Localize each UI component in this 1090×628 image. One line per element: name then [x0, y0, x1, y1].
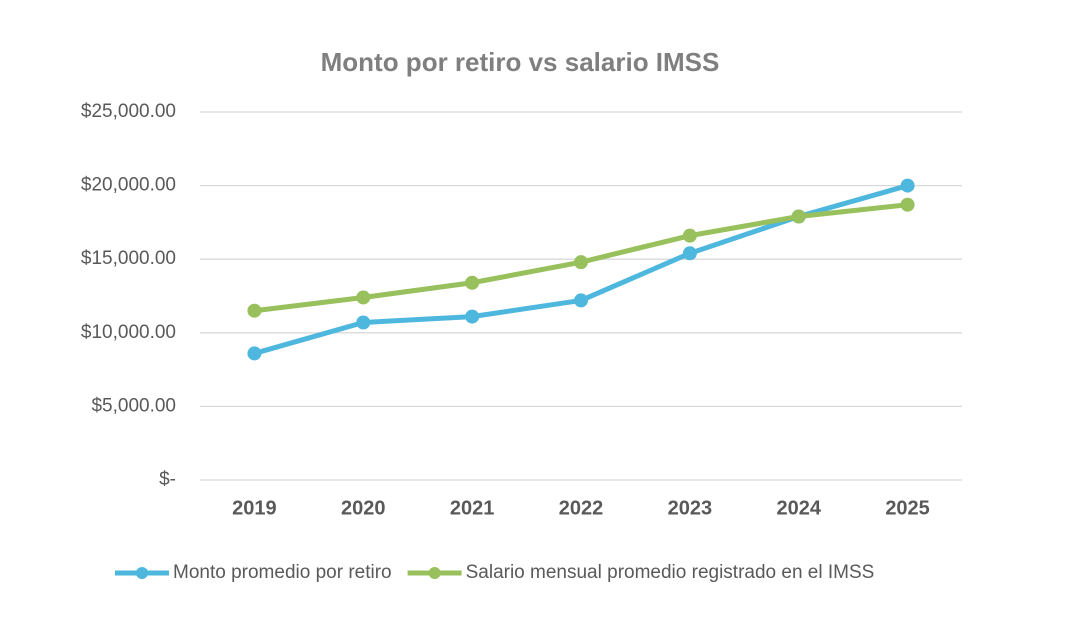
legend-marker: [428, 567, 441, 579]
x-tick-label: 2020: [341, 497, 386, 519]
chart-title: Monto por retiro vs salario IMSS: [321, 47, 720, 77]
data-point: [900, 197, 915, 212]
legend-label: Monto promedio por retiro: [173, 562, 392, 583]
data-point: [247, 346, 262, 361]
data-point: [574, 255, 588, 270]
data-point: [465, 309, 480, 324]
data-point: [356, 315, 371, 330]
x-tick-label: 2023: [668, 497, 713, 519]
data-point: [465, 275, 480, 290]
series-line: [253, 183, 909, 356]
x-tick-label: 2025: [885, 497, 930, 519]
data-point: [574, 293, 588, 308]
data-point: [900, 178, 915, 193]
data-point: [682, 246, 697, 261]
legend-label: Salario mensual promedio registrado en e…: [466, 562, 875, 583]
legend-marker: [136, 567, 148, 579]
y-tick-label: $5,000.00: [91, 395, 176, 416]
x-tick-label: 2022: [559, 497, 604, 519]
y-tick-label: $20,000.00: [81, 175, 176, 196]
data-point: [247, 303, 262, 318]
data-point: [791, 209, 806, 224]
data-point: [682, 228, 697, 243]
x-tick-label: 2021: [450, 497, 495, 519]
y-tick-label: $25,000.00: [81, 101, 176, 122]
y-tick-label: $10,000.00: [81, 322, 176, 343]
y-tick-label: $15,000.00: [81, 248, 176, 269]
y-tick-label: $-: [159, 469, 176, 490]
x-tick-label: 2019: [232, 497, 277, 519]
data-point: [356, 290, 371, 305]
x-tick-label: 2024: [776, 497, 821, 519]
